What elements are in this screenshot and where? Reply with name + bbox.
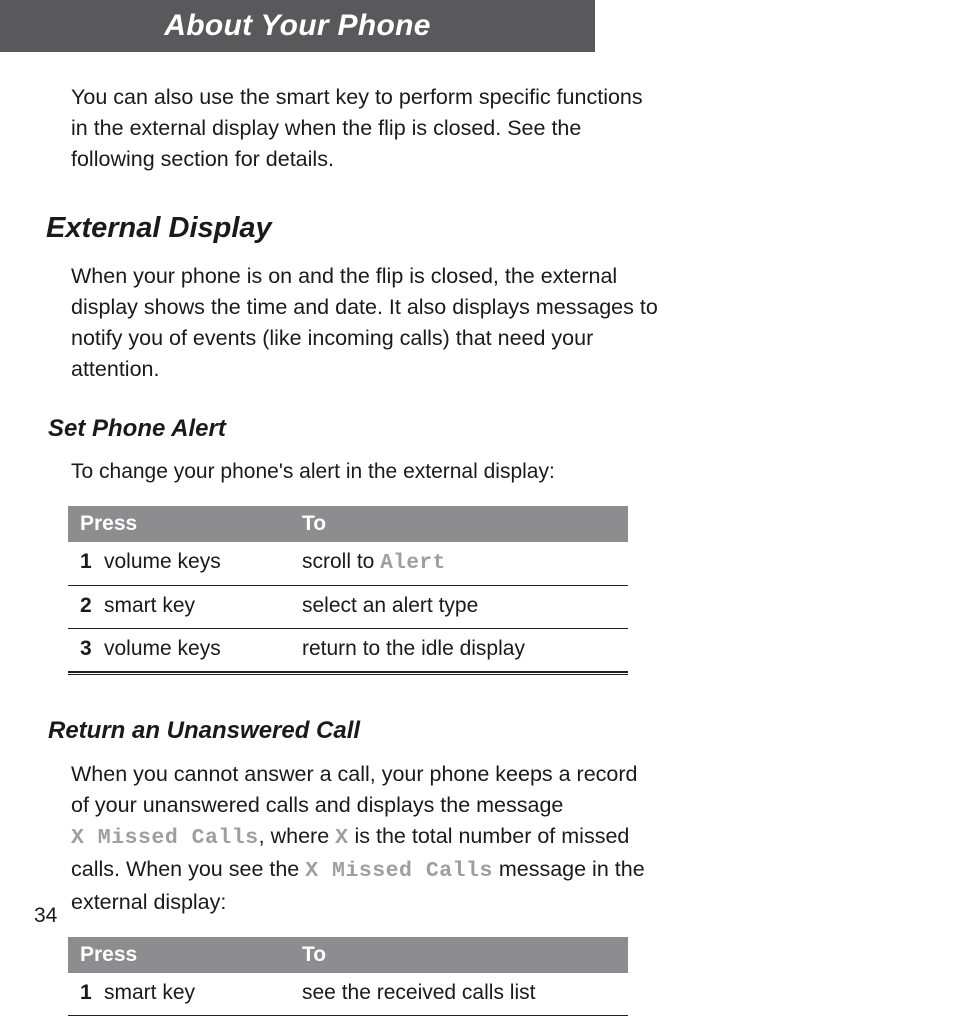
step-number: 2 xyxy=(80,594,104,618)
alert-table-wrap: Press To 1volume keys scroll to Alert 2s… xyxy=(68,506,628,675)
to-mono: Alert xyxy=(380,552,446,575)
col-to-header: To xyxy=(290,937,628,973)
to-cell: scroll to Alert xyxy=(290,542,628,586)
table-row: 3volume keys return to the idle display xyxy=(68,628,628,671)
to-cell: select an alert type xyxy=(290,585,628,628)
table-row: 1smart key see the received calls list xyxy=(68,973,628,1015)
to-text: scroll to xyxy=(302,550,380,573)
col-press-header: Press xyxy=(68,937,290,973)
section-heading-set-phone-alert: Set Phone Alert xyxy=(48,415,660,443)
body-pre: When you cannot answer a call, your phon… xyxy=(71,762,638,817)
to-text: select an alert type xyxy=(302,594,478,617)
to-text: return to the idle display xyxy=(302,637,525,660)
body-mono: X xyxy=(335,826,348,850)
external-display-body: When your phone is on and the flip is cl… xyxy=(70,261,660,386)
chapter-header-bar: About Your Phone xyxy=(0,0,595,52)
section-heading-external-display: External Display xyxy=(46,212,660,245)
return-call-body: When you cannot answer a call, your phon… xyxy=(70,759,660,919)
page: About Your Phone You can also use the sm… xyxy=(0,0,954,954)
to-cell: see the received calls list xyxy=(290,973,628,1015)
step-number: 1 xyxy=(80,981,104,1005)
press-cell: 2smart key xyxy=(68,585,290,628)
col-to-header: To xyxy=(290,506,628,542)
chapter-title: About Your Phone xyxy=(164,9,430,43)
table-header-row: Press To xyxy=(68,506,628,542)
page-number: 34 xyxy=(34,904,57,928)
table-row: 1volume keys scroll to Alert xyxy=(68,542,628,586)
return-call-table-wrap: Press To 1smart key see the received cal… xyxy=(68,937,628,1016)
intro-paragraph: You can also use the smart key to perfor… xyxy=(70,82,660,176)
press-action: volume keys xyxy=(104,550,221,573)
body-mono: X Missed Calls xyxy=(305,859,493,883)
content-area: You can also use the smart key to perfor… xyxy=(70,82,660,1016)
press-cell: 1smart key xyxy=(68,973,290,1015)
col-press-header: Press xyxy=(68,506,290,542)
press-cell: 1volume keys xyxy=(68,542,290,586)
body-mid: , where xyxy=(259,824,335,848)
table-row: 2smart key select an alert type xyxy=(68,585,628,628)
body-mono: X Missed Calls xyxy=(71,826,259,850)
table-header-row: Press To xyxy=(68,937,628,973)
press-cell: 3volume keys xyxy=(68,628,290,671)
alert-table: Press To 1volume keys scroll to Alert 2s… xyxy=(68,506,628,672)
press-action: smart key xyxy=(104,981,195,1004)
step-number: 1 xyxy=(80,550,104,574)
set-phone-alert-intro: To change your phone's alert in the exte… xyxy=(70,457,660,487)
press-action: volume keys xyxy=(104,637,221,660)
section-heading-return-call: Return an Unanswered Call xyxy=(48,717,660,745)
to-cell: return to the idle display xyxy=(290,628,628,671)
return-call-table: Press To 1smart key see the received cal… xyxy=(68,937,628,1015)
press-action: smart key xyxy=(104,594,195,617)
step-number: 3 xyxy=(80,637,104,661)
